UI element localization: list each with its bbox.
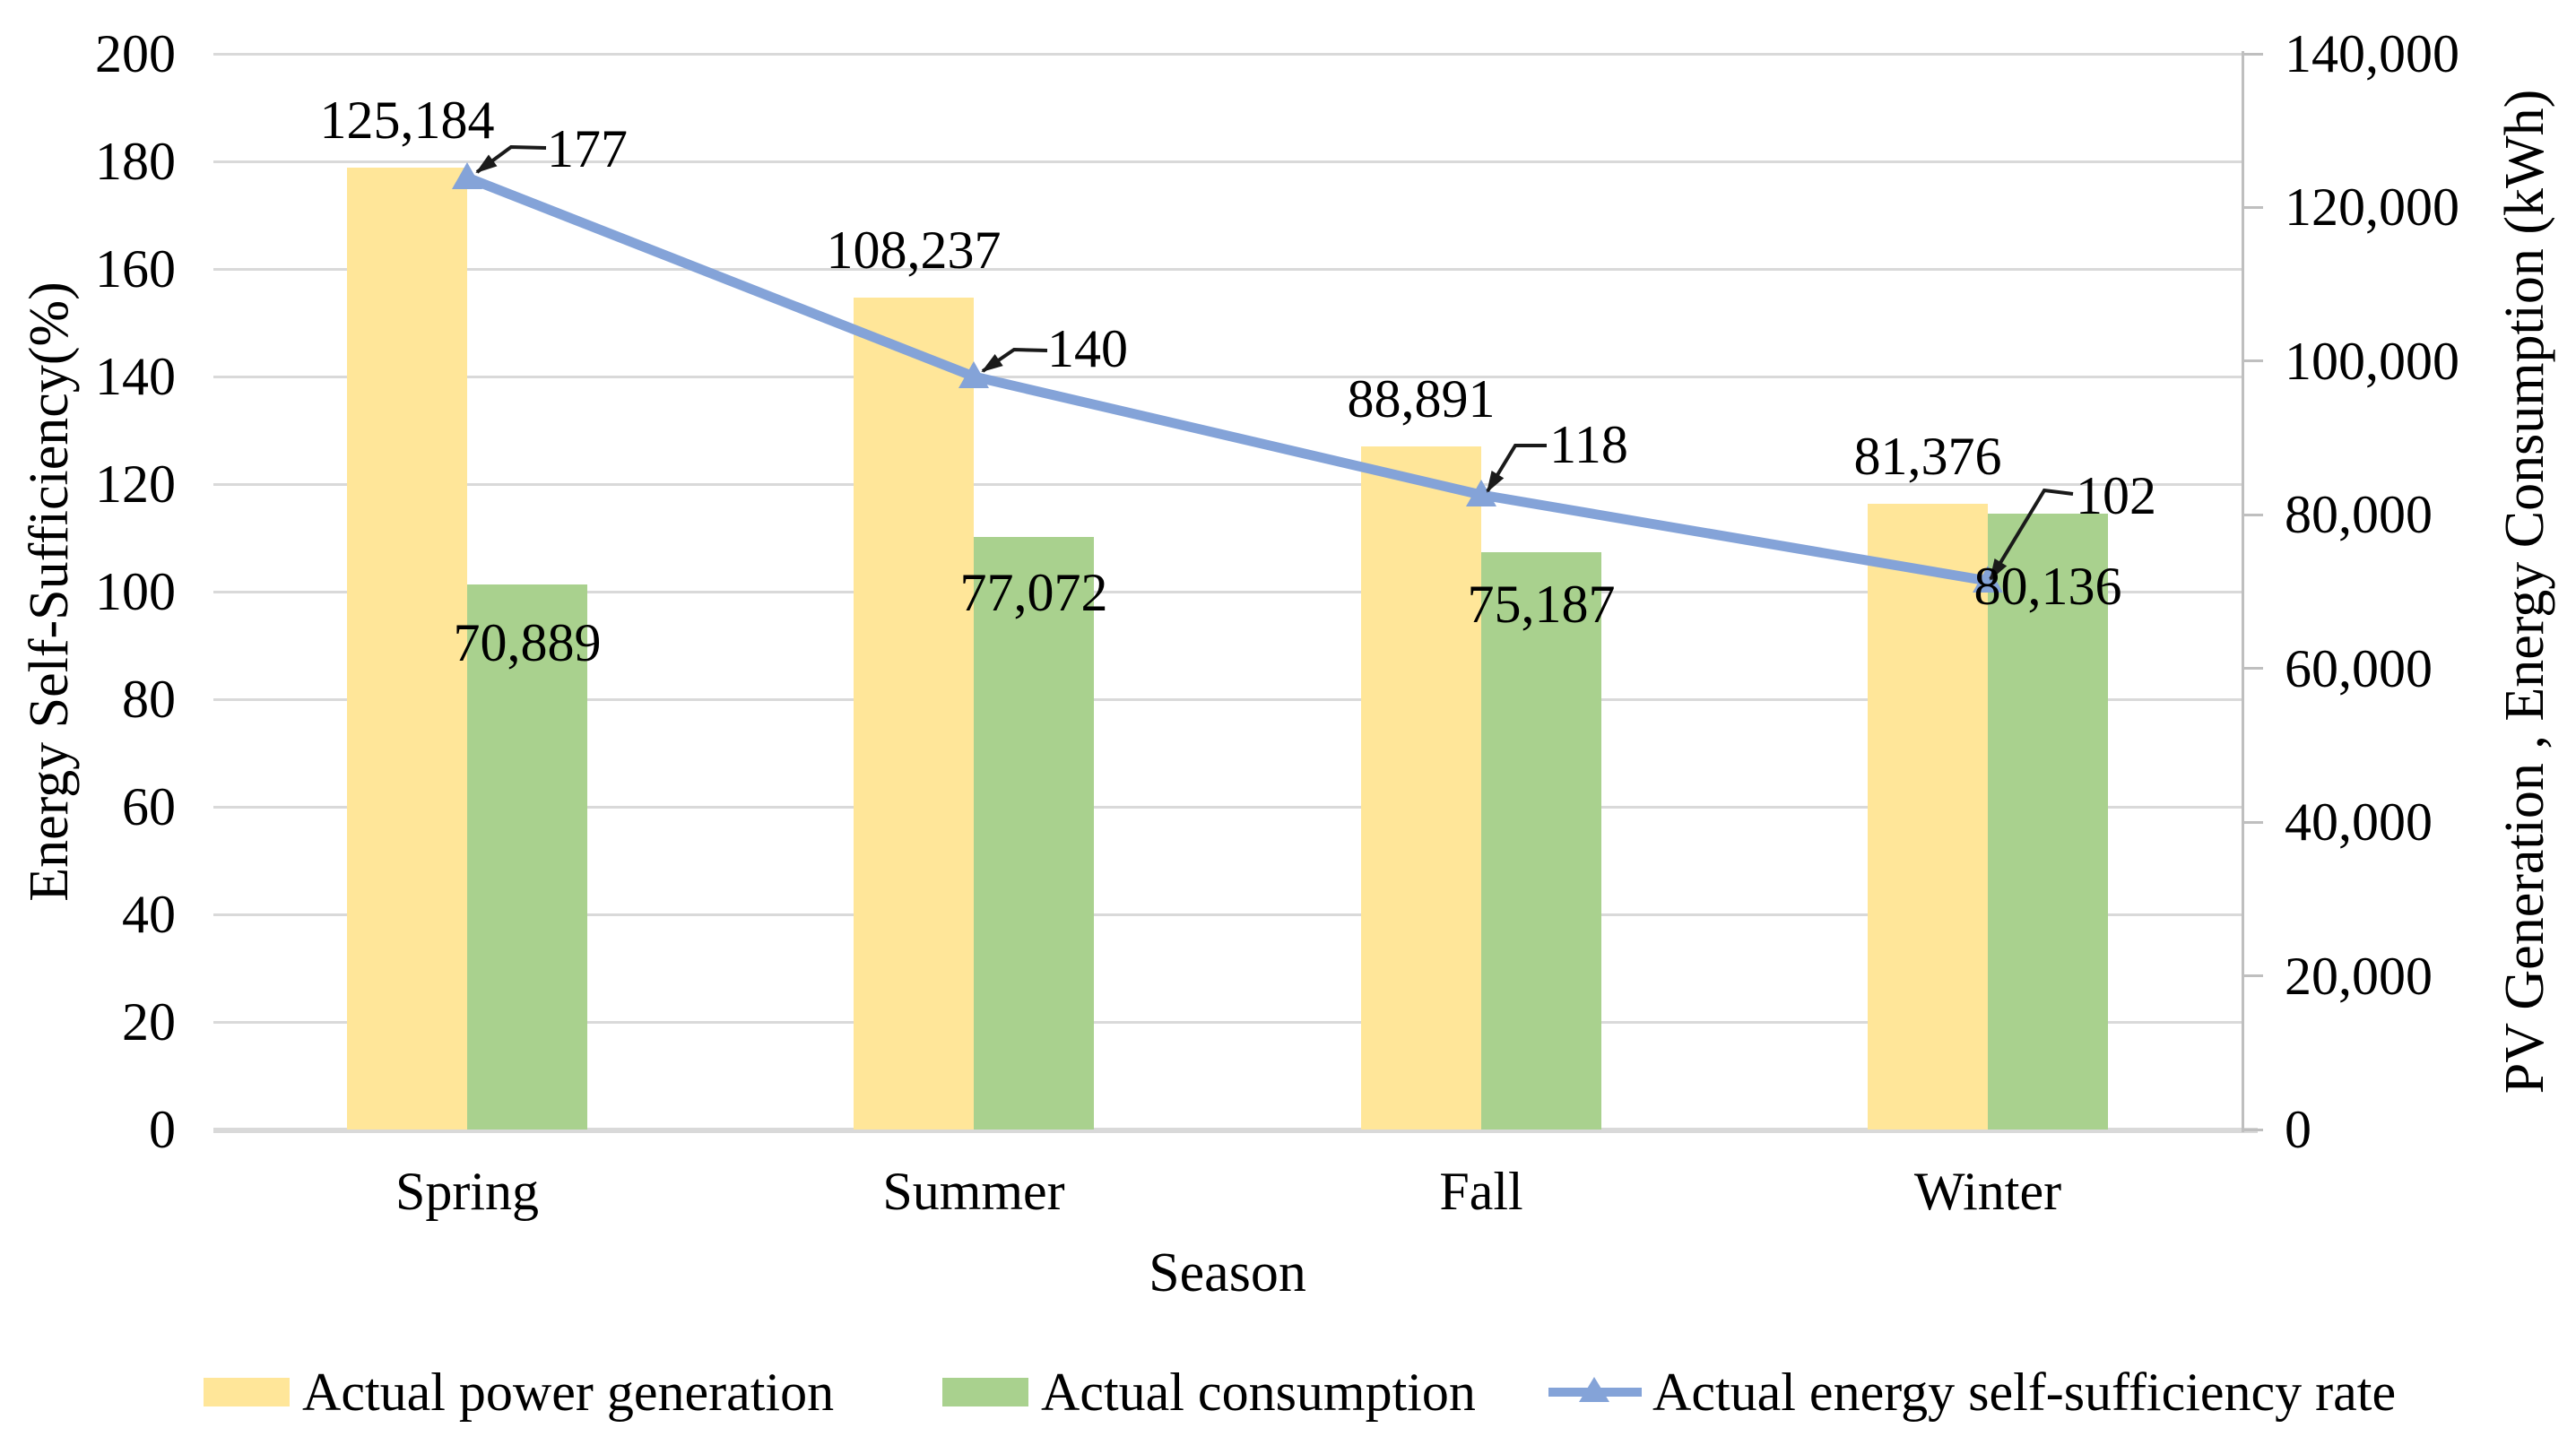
bar-consumption (974, 537, 1094, 1129)
consumption-value-label: 80,136 (1973, 557, 2122, 617)
gridline (213, 160, 2242, 163)
callout-leader-line (1486, 444, 1547, 493)
self-sufficiency-value-label: 177 (547, 119, 628, 178)
consumption-value-label: 77,072 (959, 563, 1108, 623)
right-axis-tick-label: 120,000 (2285, 177, 2459, 238)
legend-swatch-consumption-icon (942, 1378, 1028, 1406)
right-axis-tick-label: 20,000 (2285, 946, 2433, 1006)
generation-value-label: 81,376 (1853, 427, 2002, 487)
right-axis-tick-mark (2242, 820, 2263, 824)
generation-value-label: 125,184 (319, 90, 495, 150)
callout-leader-line (475, 144, 547, 174)
right-axis-tick-mark (2242, 513, 2263, 516)
right-axis-tick-label: 100,000 (2285, 331, 2459, 391)
right-axis-tick-label: 0 (2285, 1100, 2311, 1159)
callout-leader-line (1989, 488, 2074, 581)
gridline (213, 375, 2242, 378)
gridline (213, 1128, 2242, 1131)
generation-value-label: 108,237 (826, 221, 1002, 281)
bar-power-generation (854, 298, 974, 1129)
self-sufficiency-line (462, 172, 1993, 586)
right-axis-tick-label: 40,000 (2285, 792, 2433, 852)
left-axis-title: Energy Self-Sufficiency(%) (19, 281, 80, 902)
right-axis-tick-mark (2242, 1128, 2263, 1131)
consumption-value-label: 75,187 (1467, 574, 1616, 634)
x-axis-category-label: Fall (1439, 1162, 1523, 1221)
left-axis-tick-label: 80 (122, 670, 176, 729)
gridline (213, 805, 2242, 809)
consumption-value-label: 70,889 (453, 613, 602, 673)
right-axis-tick-mark (2242, 974, 2263, 978)
line-triangle-marker-icon (958, 361, 989, 388)
bar-consumption (467, 584, 587, 1129)
line-triangle-marker-icon (1466, 480, 1496, 506)
legend-swatch-power-generation-icon (204, 1378, 290, 1406)
right-axis-tick-label: 140,000 (2285, 24, 2459, 83)
x-axis-category-label: Spring (395, 1162, 540, 1221)
right-axis-tick-label: 60,000 (2285, 638, 2433, 698)
gridline (213, 267, 2242, 271)
gridline (213, 52, 2242, 56)
left-axis-tick-label: 60 (122, 777, 176, 836)
bar-consumption (1988, 514, 2108, 1129)
right-axis-line (2242, 51, 2244, 1132)
gridline (213, 913, 2242, 916)
legend-label-self-sufficiency-rate: Actual energy self-sufficiency rate (1652, 1363, 2397, 1422)
bar-consumption (1481, 551, 1601, 1129)
x-axis-category-label: Winter (1913, 1162, 2062, 1221)
left-axis-tick-label: 100 (95, 562, 176, 621)
right-axis-tick-mark (2242, 205, 2263, 209)
left-axis-tick-label: 120 (95, 454, 176, 514)
legend-triangle-marker-icon (1579, 1377, 1609, 1402)
left-axis-tick-label: 40 (122, 885, 176, 944)
bar-power-generation (1868, 504, 1988, 1129)
gridline (213, 482, 2242, 486)
legend-label-power-generation: Actual power generation (302, 1363, 835, 1422)
line-triangle-marker-icon (452, 162, 482, 189)
right-axis-title: PV Generation , Energy Consumption (kWh) (2494, 89, 2555, 1095)
x-axis-title: Season (1149, 1242, 1306, 1303)
gridline (213, 697, 2242, 701)
callout-leader-line (981, 347, 1048, 373)
gridline (213, 590, 2242, 593)
right-axis-tick-label: 80,000 (2285, 485, 2433, 545)
right-axis-tick-mark (2242, 52, 2263, 56)
left-axis-tick-label: 160 (95, 239, 176, 299)
left-axis-tick-label: 20 (122, 992, 176, 1052)
x-axis-category-label: Summer (882, 1162, 1065, 1221)
line-triangle-marker-icon (1973, 566, 2003, 593)
left-axis-tick-label: 140 (95, 347, 176, 406)
self-sufficiency-value-label: 118 (1549, 415, 1628, 474)
left-axis-tick-label: 0 (149, 1100, 176, 1159)
left-axis-tick-label: 200 (95, 24, 176, 83)
right-axis-tick-mark (2242, 667, 2263, 671)
bar-power-generation (347, 167, 467, 1129)
legend-label-consumption: Actual consumption (1041, 1363, 1476, 1422)
self-sufficiency-value-label: 140 (1047, 319, 1128, 378)
right-axis-tick-mark (2242, 359, 2263, 363)
gridline (213, 1020, 2242, 1024)
bar-power-generation (1361, 446, 1481, 1129)
generation-value-label: 88,891 (1347, 369, 1496, 429)
self-sufficiency-value-label: 102 (2076, 466, 2156, 525)
left-axis-tick-label: 180 (95, 132, 176, 191)
